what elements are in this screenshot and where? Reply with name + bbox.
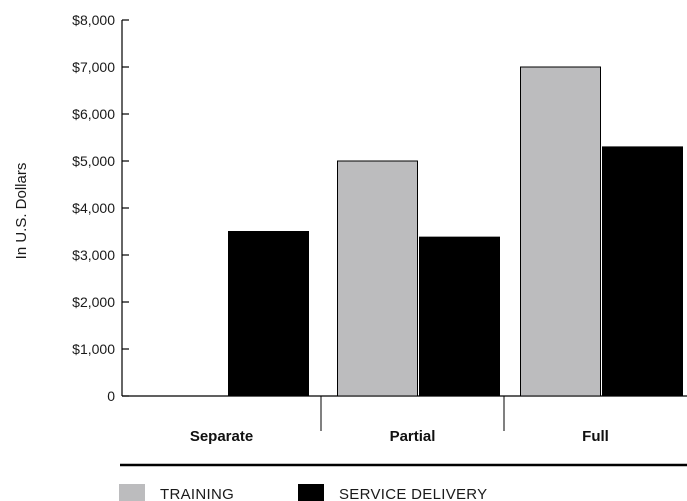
y-tick-label: 0 <box>107 388 115 404</box>
y-tick-label: $3,000 <box>72 247 115 263</box>
y-tick-label: $6,000 <box>72 106 115 122</box>
category-label: Separate <box>190 428 253 445</box>
y-axis: 0 $1,000 $2,000 $3,000 $4,000 $5,000 $6,000 $7,… <box>72 12 129 404</box>
legend-label: TRAINING <box>160 486 234 501</box>
y-tick-label: $2,000 <box>72 294 115 310</box>
bar-training <box>520 66 601 397</box>
y-tick-label: $7,000 <box>72 59 115 75</box>
legend: TRAINING SERVICE DELIVERY <box>119 484 487 501</box>
category-label: Full <box>582 428 609 445</box>
bar-service-delivery <box>228 231 309 397</box>
bars <box>228 66 683 397</box>
legend-label: SERVICE DELIVERY <box>339 486 487 501</box>
y-tick-label: $8,000 <box>72 12 115 28</box>
bar-service-delivery <box>602 146 683 397</box>
legend-swatch <box>298 484 324 501</box>
category-labels: Separate Partial Full <box>190 428 609 445</box>
y-tick-label: $5,000 <box>72 153 115 169</box>
y-tick-label: $1,000 <box>72 341 115 357</box>
x-axis <box>122 395 687 431</box>
bar-service-delivery <box>419 236 500 397</box>
category-label: Partial <box>390 428 436 445</box>
y-tick-label: $4,000 <box>72 200 115 216</box>
bar-training <box>337 160 418 397</box>
y-axis-title: In U.S. Dollars <box>13 163 30 260</box>
legend-swatch <box>119 484 145 501</box>
